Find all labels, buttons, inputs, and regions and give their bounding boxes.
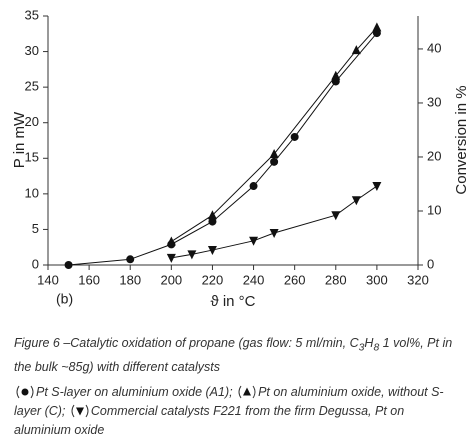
chart: P in mW Conversion in % ϑ in °C (b) 0 5 10… — [11, 7, 470, 310]
x-tick-label: 180 — [119, 272, 141, 287]
marker — [331, 211, 341, 221]
marker — [243, 387, 252, 395]
marker — [372, 22, 382, 32]
y-tick-label: 5 — [32, 221, 39, 236]
y2-axis-label: Conversion in % — [453, 85, 470, 194]
y2-tick-label: 10 — [427, 202, 441, 217]
y-axis-label: P in mW — [11, 111, 28, 168]
marker — [351, 196, 361, 206]
x-tick-label: 300 — [366, 272, 388, 287]
marker — [208, 217, 217, 226]
y2-tick-label: 40 — [427, 40, 441, 55]
legend-label: Pt on aluminium oxide, without S-layer (… — [14, 384, 444, 418]
marker — [187, 250, 197, 260]
y-tick-label: 20 — [25, 114, 39, 129]
caption-title: Figure 6 –Catalytic oxidation of propane… — [14, 334, 464, 377]
y2-tick-label: 20 — [427, 148, 441, 163]
x-tick-label: 140 — [37, 272, 59, 287]
marker — [249, 236, 259, 246]
series-line — [171, 185, 378, 259]
caption-sub: 8 — [373, 342, 380, 354]
x-tick-label: 320 — [407, 272, 429, 287]
marker — [166, 236, 176, 246]
y-tick-label: 15 — [25, 150, 39, 165]
legend-label: Pt S-layer on aluminium oxide (A1); — [36, 384, 233, 399]
caption-text: Figure 6 –Catalytic oxidation of propane… — [14, 336, 359, 350]
legend-key — [71, 404, 89, 417]
marker — [331, 70, 341, 80]
x-tick-label: 260 — [284, 272, 306, 287]
caption-sub: 3 — [358, 342, 365, 354]
marker — [21, 388, 29, 395]
y2-tick-label: 0 — [427, 256, 434, 271]
caption-text: H — [364, 336, 374, 350]
y-tick-label: 10 — [25, 185, 39, 200]
y-tick-label: 35 — [25, 7, 39, 22]
panel-label: (b) — [56, 291, 73, 307]
marker — [372, 182, 382, 192]
y-tick-label: 30 — [25, 43, 39, 58]
y-tick-label: 25 — [25, 79, 39, 94]
x-tick-label: 280 — [325, 272, 347, 287]
caption: Figure 6 –Catalytic oxidation of propane… — [14, 334, 464, 440]
x-tick-label: 220 — [202, 272, 224, 287]
x-tick-label: 240 — [243, 272, 265, 287]
legend: Pt S-layer on aluminium oxide (A1); Pt o… — [14, 383, 464, 440]
marker — [290, 132, 299, 141]
paren — [252, 385, 256, 398]
marker — [75, 407, 84, 415]
marker — [269, 228, 279, 238]
marker — [207, 210, 217, 220]
marker — [64, 261, 73, 269]
x-tick-label: 160 — [78, 272, 100, 287]
paren — [71, 404, 75, 417]
y-tick-label: 0 — [32, 256, 39, 271]
x-tick-label: 200 — [160, 272, 182, 287]
y2-tick-label: 30 — [427, 94, 441, 109]
series-line — [68, 32, 378, 266]
marker — [269, 149, 279, 159]
marker — [207, 246, 217, 256]
legend-key — [16, 385, 34, 398]
paren — [238, 385, 242, 398]
paren — [16, 385, 20, 398]
legend-label: Commercial catalysts F221 from the firm … — [14, 403, 405, 437]
x-axis-label: ϑ in °C — [210, 293, 255, 310]
caption-text: 1 vol%, Pt in the bulk ~85g) with differ… — [14, 336, 453, 374]
marker — [249, 182, 258, 191]
legend-key — [238, 385, 256, 398]
series-line — [171, 27, 378, 242]
paren — [85, 404, 89, 417]
marker — [270, 157, 279, 166]
marker — [126, 255, 135, 264]
marker — [166, 253, 176, 263]
marker — [351, 45, 361, 55]
paren — [30, 385, 34, 398]
